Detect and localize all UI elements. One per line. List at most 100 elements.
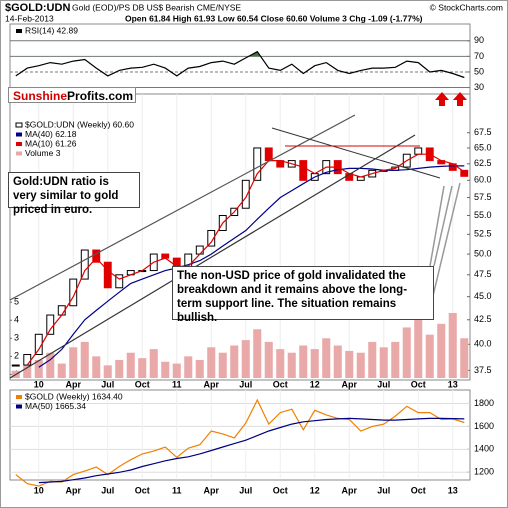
logo: SunshineProfits.com bbox=[8, 87, 136, 103]
y2-tick-label: 4 bbox=[14, 315, 19, 325]
candle bbox=[241, 179, 250, 209]
legend-swatch bbox=[16, 132, 22, 137]
x-tick-label: Apr bbox=[66, 485, 82, 495]
candle bbox=[460, 169, 469, 177]
x-tick-label: Apr bbox=[204, 485, 220, 495]
line bbox=[15, 398, 465, 487]
volume-bar bbox=[437, 323, 446, 378]
price-panel bbox=[9, 93, 471, 381]
candle bbox=[23, 354, 32, 366]
y2-tick-label: 2 bbox=[14, 351, 19, 361]
x-tick-label: Oct bbox=[135, 379, 150, 389]
volume-bar bbox=[138, 358, 147, 378]
candle bbox=[103, 261, 112, 289]
legend-swatch bbox=[16, 395, 22, 399]
y-tick-label: 57.5 bbox=[474, 192, 492, 202]
volume-bar bbox=[149, 349, 158, 378]
candle bbox=[80, 249, 89, 280]
volume-bar bbox=[310, 349, 319, 378]
rsi-panel bbox=[9, 23, 471, 95]
x-tick-label: Apr bbox=[204, 379, 220, 389]
x-tick-label: Oct bbox=[411, 379, 426, 389]
line bbox=[38, 417, 465, 484]
logo-part: Profits.com bbox=[67, 89, 134, 103]
symbol: $GOLD:UDN bbox=[5, 2, 70, 14]
volume-bar bbox=[356, 352, 365, 378]
y-tick-label: 30 bbox=[474, 82, 484, 92]
volume-bar bbox=[299, 345, 308, 378]
volume-bar bbox=[23, 365, 32, 378]
legend-label: MA(40) 62.18 bbox=[25, 129, 77, 139]
volume-bar bbox=[322, 338, 331, 378]
x-tick-label: Jul bbox=[377, 485, 390, 495]
legend-label: RSI(14) 42.89 bbox=[25, 25, 78, 35]
y-tick-label: 47.5 bbox=[474, 269, 492, 279]
volume-bar bbox=[368, 341, 377, 378]
candle bbox=[115, 274, 124, 289]
legend-label: $GOLD (Weekly) 1634.40 bbox=[25, 391, 123, 401]
volume-bar bbox=[34, 359, 43, 378]
gold-panel bbox=[9, 389, 471, 481]
legend-swatch bbox=[16, 404, 22, 409]
volume-bar bbox=[115, 359, 124, 378]
y-tick-label: 90 bbox=[474, 35, 484, 45]
x-tick-label: 13 bbox=[448, 485, 458, 495]
highlight-area bbox=[15, 51, 465, 57]
x-tick-label: Oct bbox=[135, 485, 150, 495]
volume-bar bbox=[218, 352, 227, 378]
volume-bar bbox=[414, 311, 423, 378]
arrow-icon bbox=[435, 92, 449, 106]
volume-bar bbox=[92, 356, 101, 378]
y-tick-label: 50 bbox=[474, 66, 484, 76]
volume-bar bbox=[379, 347, 388, 378]
y-tick-label: 42.5 bbox=[474, 314, 492, 324]
candle bbox=[414, 147, 423, 155]
volume-bar bbox=[241, 340, 250, 378]
y-tick-label: 70 bbox=[474, 51, 484, 61]
legend-swatch bbox=[15, 122, 23, 128]
volume-bar bbox=[333, 345, 342, 378]
y-tick-label: 62.5 bbox=[474, 158, 492, 168]
legend-swatch bbox=[16, 151, 22, 156]
y-tick-label: 1200 bbox=[474, 467, 494, 477]
volume-bar bbox=[46, 352, 55, 378]
y2-tick-label: 5 bbox=[14, 297, 19, 307]
y-tick-label: 40.0 bbox=[474, 339, 492, 349]
y2-tick-label: 3 bbox=[14, 333, 19, 343]
x-tick-label: Apr bbox=[66, 379, 82, 389]
y-tick-label: 50.0 bbox=[474, 248, 492, 258]
x-tick-label: Oct bbox=[273, 379, 288, 389]
y-tick-label: 1600 bbox=[474, 421, 494, 431]
y-tick-label: 37.5 bbox=[474, 365, 492, 375]
pointer bbox=[429, 185, 445, 267]
volume-bar bbox=[253, 329, 262, 378]
candle bbox=[69, 278, 78, 307]
date: 14-Feb-2013 bbox=[5, 13, 54, 23]
volume-bar bbox=[287, 352, 296, 378]
volume-bar bbox=[184, 356, 193, 378]
x-tick-label: Apr bbox=[342, 379, 358, 389]
x-tick-label: 11 bbox=[172, 485, 182, 495]
candle bbox=[11, 364, 20, 367]
volume-bar bbox=[425, 334, 434, 378]
legend-swatch bbox=[16, 142, 22, 146]
x-tick-label: Oct bbox=[273, 485, 288, 495]
line bbox=[15, 50, 465, 79]
line bbox=[26, 153, 465, 366]
volume-bar bbox=[448, 313, 457, 378]
volume-bar bbox=[460, 338, 469, 378]
y-tick-label: 52.5 bbox=[474, 229, 492, 239]
y-tick-label: 55.0 bbox=[474, 210, 492, 220]
volume-bar bbox=[402, 327, 411, 378]
x-tick-label: Jul bbox=[377, 379, 390, 389]
y-tick-label: 67.5 bbox=[474, 127, 492, 137]
legend-label: MA(50) 1665.34 bbox=[25, 401, 86, 411]
legend-label: MA(10) 61.26 bbox=[25, 138, 77, 148]
x-tick-label: 11 bbox=[172, 379, 182, 389]
candle bbox=[195, 245, 204, 255]
volume-bar bbox=[161, 361, 170, 378]
x-tick-label: Jul bbox=[101, 379, 114, 389]
volume-bar bbox=[80, 341, 89, 378]
